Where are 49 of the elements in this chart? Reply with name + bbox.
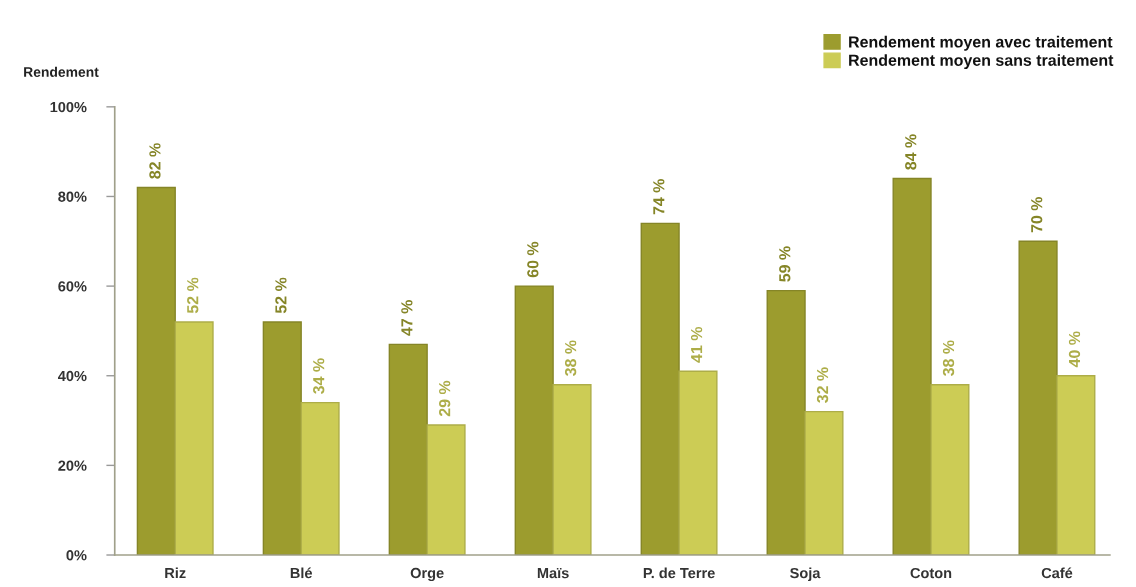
bar — [892, 177, 932, 556]
bar — [678, 370, 718, 556]
bar — [300, 401, 340, 556]
y-tick-label: 60% — [58, 281, 87, 292]
data-label: 38 % — [564, 340, 577, 376]
bar — [136, 186, 176, 556]
data-label: 41 % — [690, 326, 703, 363]
data-label: 84 % — [905, 134, 917, 170]
bar — [1056, 375, 1096, 556]
bar — [930, 384, 970, 556]
bar — [174, 321, 214, 556]
data-label: 74 % — [653, 179, 665, 215]
x-tick-label: Café — [1041, 567, 1073, 579]
data-label: 38 % — [942, 340, 955, 376]
data-label: 47 % — [401, 300, 413, 336]
legend-label: Rendement moyen avec traitement — [849, 35, 1113, 51]
bar — [262, 321, 302, 556]
data-label: 60 % — [527, 241, 539, 278]
legend-label: Rendement moyen sans traitement — [849, 54, 1114, 70]
bar — [514, 285, 554, 556]
data-label: 29 % — [439, 380, 451, 417]
x-tick-label: Coton — [910, 567, 952, 579]
x-tick-label: Maïs — [537, 567, 569, 579]
x-tick-label: Blé — [290, 567, 313, 579]
bar — [426, 424, 466, 556]
bar — [640, 222, 680, 556]
bar — [1018, 240, 1058, 556]
y-axis-title: Rendement — [24, 66, 99, 77]
data-label: 82 % — [149, 143, 161, 179]
y-tick-label: 100% — [50, 101, 87, 113]
data-label: 52 % — [187, 277, 199, 314]
x-tick-label: P. de Terre — [643, 567, 715, 579]
data-label: 70 % — [1031, 196, 1043, 233]
data-label: 52 % — [275, 277, 287, 314]
bar — [388, 343, 428, 556]
y-tick-label: 80% — [58, 191, 87, 202]
bar — [552, 384, 592, 556]
y-tick-label: 20% — [58, 460, 87, 471]
bar — [804, 410, 844, 556]
data-label: 59 % — [779, 246, 791, 282]
y-tick-label: 40% — [57, 370, 87, 382]
data-label: 40 % — [1068, 331, 1081, 368]
x-tick-label: Riz — [165, 567, 186, 579]
data-label: 34 % — [313, 358, 325, 394]
bar — [766, 289, 806, 556]
y-tick-label: 0% — [66, 550, 87, 561]
data-label: 32 % — [816, 367, 829, 403]
x-tick-label: Soja — [790, 567, 821, 582]
x-tick-label: Orge — [410, 567, 444, 582]
